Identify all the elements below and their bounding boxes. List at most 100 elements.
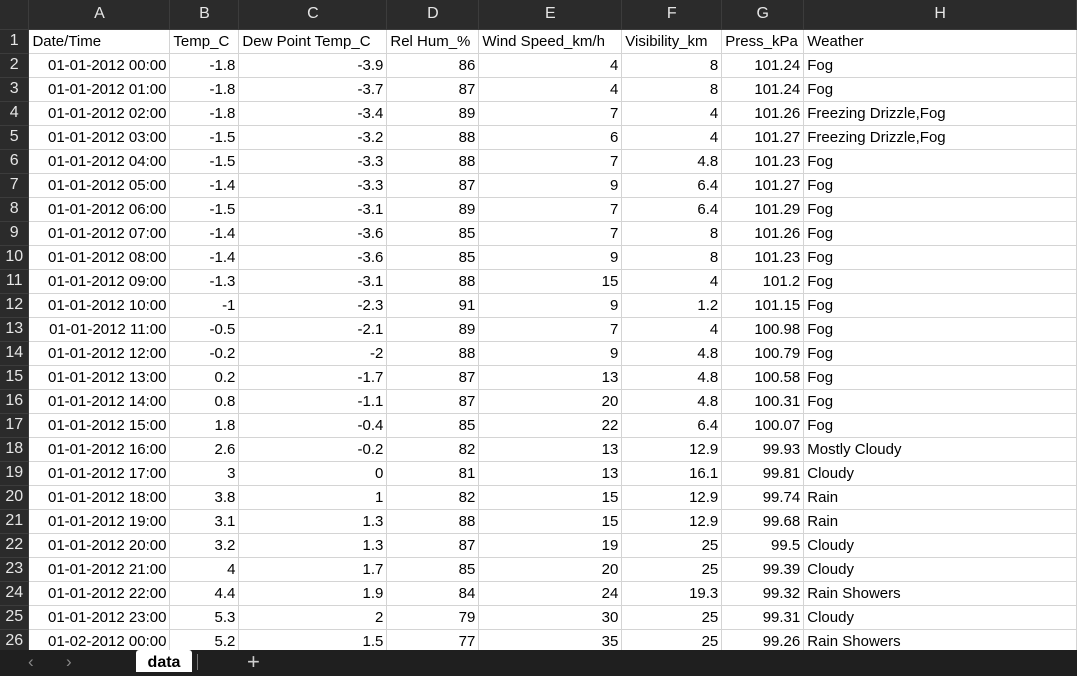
cell[interactable]: 88 bbox=[386, 509, 480, 534]
cell[interactable]: 01-01-2012 12:00 bbox=[28, 341, 171, 366]
row-header[interactable]: 25 bbox=[0, 605, 30, 630]
cell[interactable]: 01-01-2012 16:00 bbox=[28, 437, 171, 462]
scroll-tabs-left-icon[interactable]: ‹ bbox=[28, 652, 34, 671]
cell[interactable]: 25 bbox=[621, 605, 723, 630]
add-sheet-icon[interactable]: + bbox=[247, 649, 260, 674]
cell[interactable]: 25 bbox=[621, 557, 723, 582]
cell[interactable]: 81 bbox=[386, 461, 480, 486]
cell[interactable]: 01-01-2012 19:00 bbox=[28, 509, 171, 534]
cell[interactable]: Fog bbox=[803, 53, 1077, 78]
cell[interactable]: 7 bbox=[478, 317, 623, 342]
cell[interactable]: Cloudy bbox=[803, 533, 1077, 558]
cell[interactable]: -2 bbox=[238, 341, 388, 366]
row-header[interactable]: 24 bbox=[0, 581, 30, 606]
cell[interactable]: 99.32 bbox=[721, 581, 805, 606]
cell[interactable]: -1.7 bbox=[238, 365, 388, 390]
column-header[interactable]: H bbox=[803, 0, 1077, 30]
row-header[interactable]: 15 bbox=[0, 365, 30, 390]
row-header[interactable]: 19 bbox=[0, 461, 30, 486]
cell[interactable]: Fog bbox=[803, 317, 1077, 342]
header-cell[interactable]: Visibility_km bbox=[621, 29, 723, 54]
cell[interactable]: Rain bbox=[803, 485, 1077, 510]
cell[interactable]: 3.8 bbox=[169, 485, 240, 510]
cell[interactable]: 100.58 bbox=[721, 365, 805, 390]
cell[interactable]: 25 bbox=[621, 533, 723, 558]
cell[interactable]: 01-01-2012 23:00 bbox=[28, 605, 171, 630]
row-header[interactable]: 13 bbox=[0, 317, 30, 342]
cell[interactable]: Fog bbox=[803, 389, 1077, 414]
header-cell[interactable]: Temp_C bbox=[169, 29, 240, 54]
cell[interactable]: Rain Showers bbox=[803, 629, 1077, 650]
cell[interactable]: 01-01-2012 18:00 bbox=[28, 485, 171, 510]
cell[interactable]: 84 bbox=[386, 581, 480, 606]
cell[interactable]: -2.1 bbox=[238, 317, 388, 342]
cell[interactable]: 101.29 bbox=[721, 197, 805, 222]
cell[interactable]: 88 bbox=[386, 341, 480, 366]
cell[interactable]: 13 bbox=[478, 437, 623, 462]
cell[interactable]: 01-01-2012 10:00 bbox=[28, 293, 171, 318]
cell[interactable]: 89 bbox=[386, 317, 480, 342]
cell[interactable]: 01-01-2012 15:00 bbox=[28, 413, 171, 438]
cell[interactable]: 9 bbox=[478, 293, 623, 318]
cell[interactable]: 0.8 bbox=[169, 389, 240, 414]
cell[interactable]: 01-02-2012 00:00 bbox=[28, 629, 171, 650]
cell[interactable]: -1.3 bbox=[169, 269, 240, 294]
cell[interactable]: 01-01-2012 08:00 bbox=[28, 245, 171, 270]
cell[interactable]: 87 bbox=[386, 173, 480, 198]
cell[interactable]: -1.1 bbox=[238, 389, 388, 414]
row-header[interactable]: 10 bbox=[0, 245, 30, 270]
cell[interactable]: -1.8 bbox=[169, 77, 240, 102]
cell[interactable]: 0 bbox=[238, 461, 388, 486]
cell[interactable]: 12.9 bbox=[621, 437, 723, 462]
cell[interactable]: -0.2 bbox=[238, 437, 388, 462]
cell[interactable]: 9 bbox=[478, 341, 623, 366]
cell[interactable]: 88 bbox=[386, 149, 480, 174]
row-header[interactable]: 9 bbox=[0, 221, 30, 246]
row-header[interactable]: 26 bbox=[0, 629, 30, 650]
cell[interactable]: 101.27 bbox=[721, 173, 805, 198]
cell[interactable]: 101.23 bbox=[721, 149, 805, 174]
cell[interactable]: 4 bbox=[621, 269, 723, 294]
cell[interactable]: Cloudy bbox=[803, 461, 1077, 486]
header-cell[interactable]: Rel Hum_% bbox=[386, 29, 480, 54]
cell[interactable]: -3.3 bbox=[238, 173, 388, 198]
cell[interactable]: Fog bbox=[803, 413, 1077, 438]
cell[interactable]: 4.8 bbox=[621, 341, 723, 366]
cell[interactable]: -1.5 bbox=[169, 197, 240, 222]
row-header[interactable]: 18 bbox=[0, 437, 30, 462]
cell[interactable]: 2.6 bbox=[169, 437, 240, 462]
cell[interactable]: 8 bbox=[621, 221, 723, 246]
cell[interactable]: Freezing Drizzle,Fog bbox=[803, 125, 1077, 150]
cell[interactable]: Rain bbox=[803, 509, 1077, 534]
column-header[interactable]: G bbox=[721, 0, 805, 30]
cell[interactable]: 15 bbox=[478, 509, 623, 534]
cell[interactable]: 99.31 bbox=[721, 605, 805, 630]
cell[interactable]: 5.3 bbox=[169, 605, 240, 630]
cell[interactable]: 4 bbox=[621, 125, 723, 150]
cell[interactable]: 85 bbox=[386, 245, 480, 270]
column-header[interactable]: C bbox=[238, 0, 388, 30]
cell[interactable]: 7 bbox=[478, 149, 623, 174]
cell[interactable]: -3.6 bbox=[238, 245, 388, 270]
cell[interactable]: -3.1 bbox=[238, 269, 388, 294]
cell[interactable]: 16.1 bbox=[621, 461, 723, 486]
cell[interactable]: -3.1 bbox=[238, 197, 388, 222]
column-header[interactable]: D bbox=[386, 0, 480, 30]
cell[interactable]: 01-01-2012 09:00 bbox=[28, 269, 171, 294]
row-header[interactable]: 17 bbox=[0, 413, 30, 438]
cell[interactable]: 1.8 bbox=[169, 413, 240, 438]
cell[interactable]: Fog bbox=[803, 245, 1077, 270]
cell[interactable]: 7 bbox=[478, 197, 623, 222]
row-header[interactable]: 6 bbox=[0, 149, 30, 174]
cell[interactable]: -0.5 bbox=[169, 317, 240, 342]
cell[interactable]: 100.98 bbox=[721, 317, 805, 342]
cell[interactable]: 101.23 bbox=[721, 245, 805, 270]
cell[interactable]: 01-01-2012 05:00 bbox=[28, 173, 171, 198]
cell[interactable]: 30 bbox=[478, 605, 623, 630]
cell[interactable]: -3.7 bbox=[238, 77, 388, 102]
cell[interactable]: 4 bbox=[621, 101, 723, 126]
cell[interactable]: 3.1 bbox=[169, 509, 240, 534]
row-header[interactable]: 21 bbox=[0, 509, 30, 534]
row-header[interactable]: 4 bbox=[0, 101, 30, 126]
cell[interactable]: 99.26 bbox=[721, 629, 805, 650]
